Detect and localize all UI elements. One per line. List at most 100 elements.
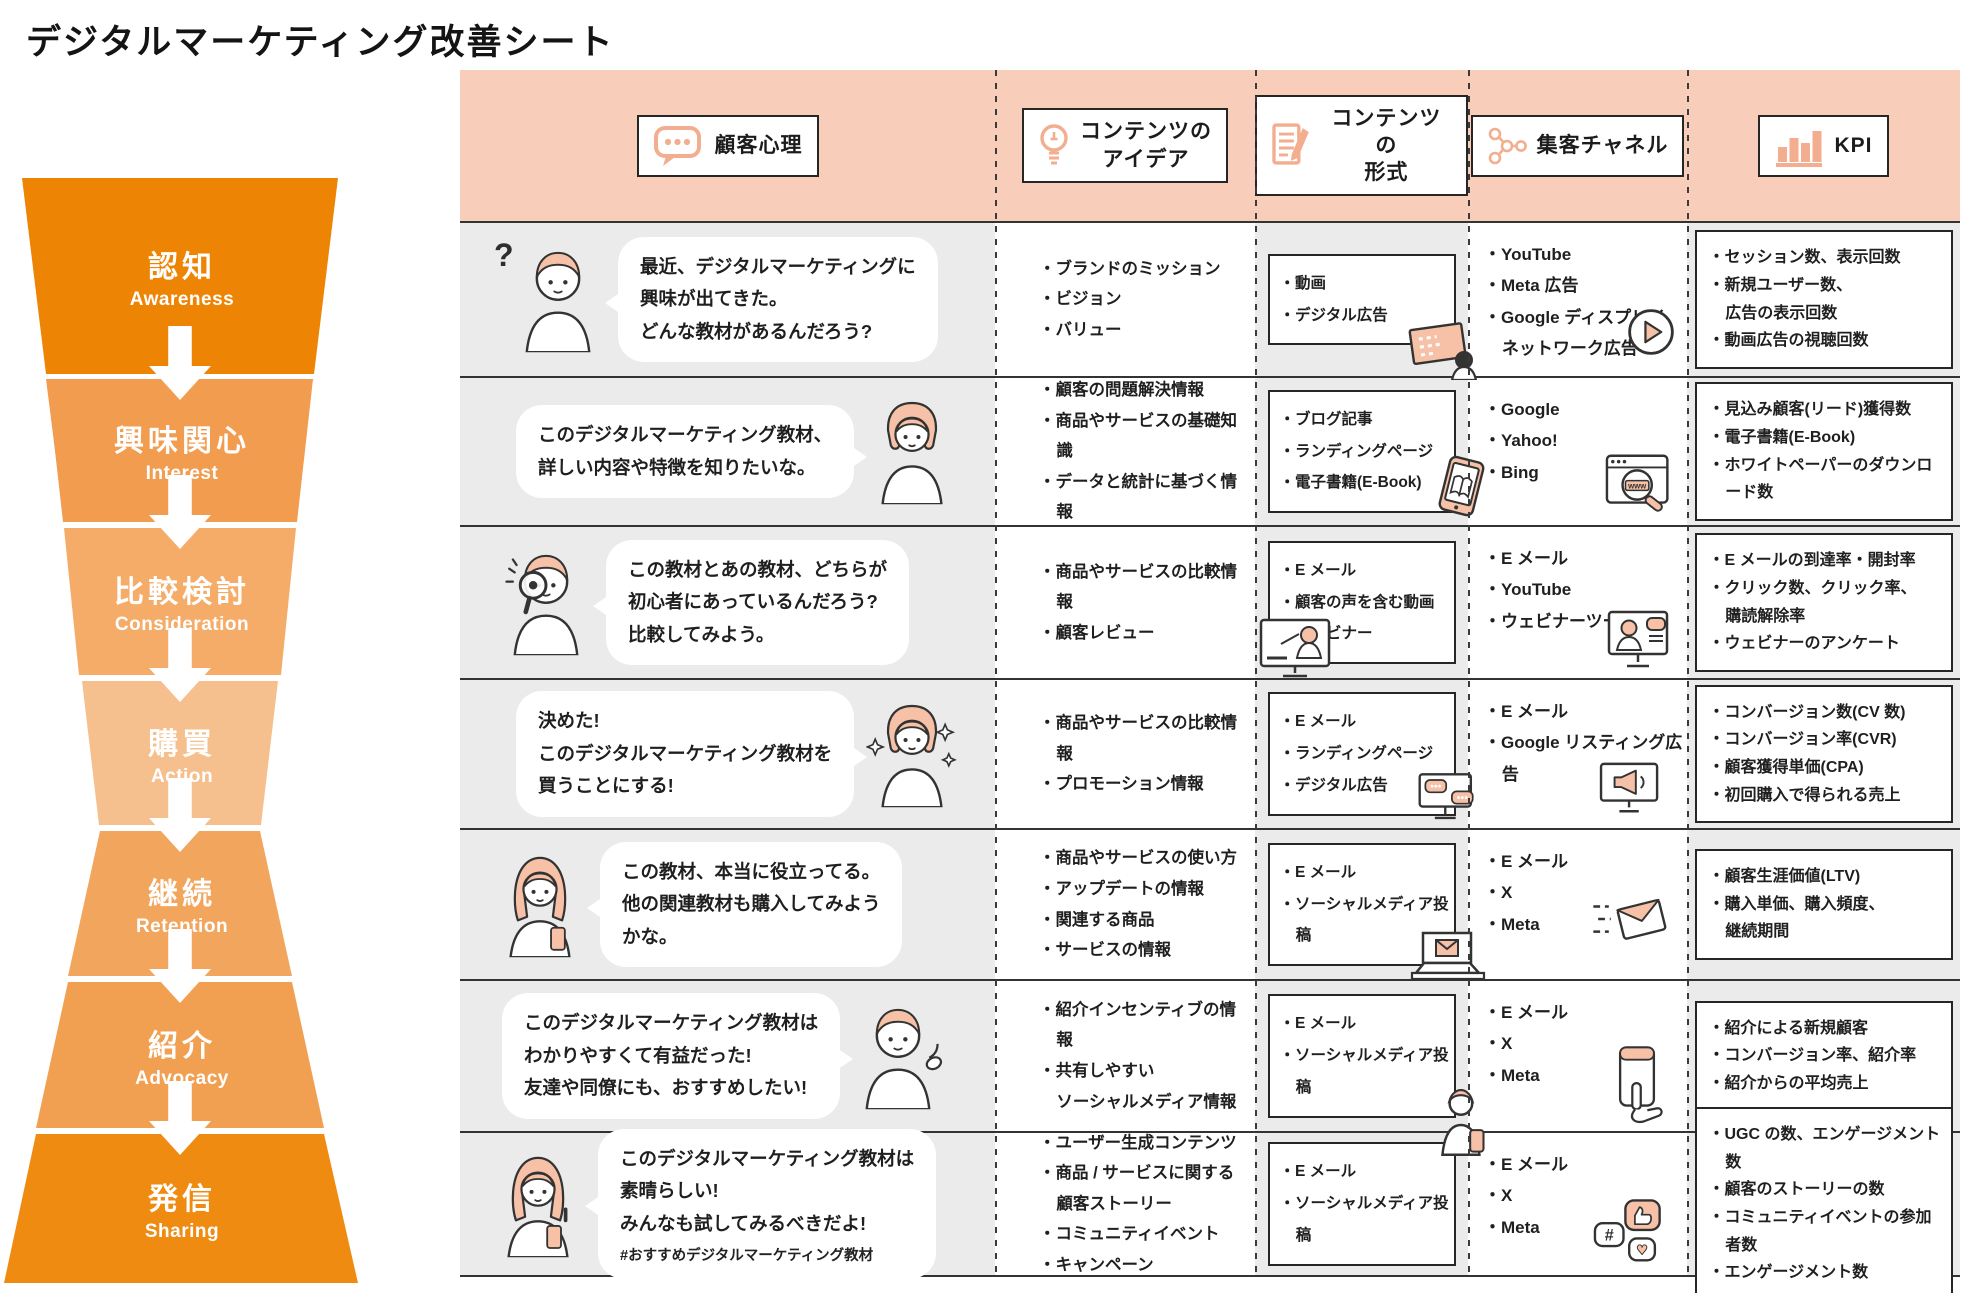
customer-psychology-cell: このデジタルマーケティング教材、 詳しい内容や特徴を知りたいな。 [460, 378, 995, 525]
stage-label-jp: 購買 [148, 727, 216, 761]
phone-hand-icon [1618, 1046, 1663, 1124]
megaphone-screen-icon [1599, 762, 1659, 813]
list-item: ・ソーシャルメディア投稿 [1279, 1047, 1449, 1096]
bubble-text: 最近、デジタルマーケティングに 興味が出てきた。 どんな教材があるんだろう? [640, 255, 916, 342]
channels-cell: ・Google ・Yahoo! ・Bing www [1468, 378, 1687, 525]
format-box: ・E メール ・ランディングページ ・デジタル広告 [1267, 692, 1456, 816]
stage-label-en: Sharing [144, 1221, 220, 1242]
column-divider [995, 70, 997, 1277]
whiteboard-icon [1408, 322, 1478, 380]
content-ideas-cell: ・商品やサービスの比較情報 ・プロモーション情報 [995, 680, 1255, 828]
list-item: ・ブログ記事 [1279, 410, 1373, 428]
kpi-cell: ・セッション数、表示回数 ・新規ユーザー数、 広告の表示回数 ・動画広告の視聴回数 [1687, 223, 1960, 376]
header-box: 集客チャネル [1470, 114, 1685, 177]
list-item: ・Google [1484, 400, 1560, 419]
list-item: ・ウェビナーのアンケート [1708, 635, 1900, 653]
content-ideas-cell: ・商品やサービスの使い方 ・アップデートの情報 ・関連する商品 ・サービスの情報 [995, 830, 1255, 979]
column-divider [1687, 70, 1689, 1277]
list-item: ・購入単価、購入頻度、 継続期間 [1708, 895, 1885, 941]
list-item: ・紹介による新規顧客 [1708, 1019, 1869, 1037]
channels-cell: ・YouTube ・Meta 広告 ・Google ディスプレイ ネットワーク広告 [1468, 223, 1687, 376]
content-format-cell: ・E メール・顧客の声を含む動画・ウェビナー [1255, 527, 1468, 678]
list-item: ・E メール [1484, 1003, 1569, 1022]
webinar-screen-icon [1607, 610, 1669, 668]
customer-psychology-cell: このデジタルマーケティング教材は 素晴らしい! みんなも試してみるべきだよ! #… [460, 1128, 995, 1280]
person-recommending-illustration [852, 998, 946, 1115]
stage-label-en: Interest [145, 463, 219, 484]
stage-label-jp: 紹介 [148, 1029, 216, 1063]
content-ideas-cell: ・商品やサービスの比較情報・顧客レビュー [995, 527, 1255, 678]
person-comparing-illustration [500, 544, 594, 661]
header-kpi: KPI [1687, 70, 1960, 221]
channel-list: ・E メール ・YouTube ・ウェビナーツール [1484, 543, 1685, 637]
list-item: ・E メール [1484, 702, 1569, 721]
tablet-ebook-icon [1438, 455, 1485, 517]
list-item: ・Meta [1484, 914, 1540, 934]
content-format-cell: ・E メール ・ソーシャルメディア投稿 [1255, 830, 1486, 981]
column-divider [1468, 70, 1470, 1277]
kpi-cell: ・顧客生涯価値(LTV) ・購入単価、購入頻度、 継続期間 [1687, 830, 1960, 979]
kpi-cell: ・E メールの到達率・開封率 ・クリック数、クリック率、 購読解除率 ・ウェビナーの… [1687, 527, 1960, 678]
list-item: ・ユーザー生成コンテンツ [1039, 1133, 1237, 1152]
kpi-box: ・紹介による新規顧客 ・コンバージョン率、紹介率 ・紹介からの平均売上 [1694, 1000, 1953, 1112]
list-item: ・デジタル広告 [1279, 306, 1388, 324]
phone-user-icon [1441, 1089, 1485, 1156]
list-item: ・関連する商品 [1039, 910, 1155, 929]
list-item: ・顧客生涯価値(LTV) [1708, 868, 1861, 886]
bubble-text: この教材、本当に役立ってる。 他の関連教材も購入してみよう かな。 [622, 860, 881, 947]
table-row-consideration: この教材とあの教材、どちらが 初心者にあっているんだろう? 比較してみよう。 ・… [460, 525, 1960, 678]
list-item: ・YouTube [1484, 580, 1572, 600]
flying-mail-icon [1593, 898, 1667, 940]
lightbulb-icon [1040, 123, 1068, 164]
person-decided-illustration [865, 696, 960, 813]
bubble-text: 決めた! このデジタルマーケティング教材を 買うことにする! [538, 710, 833, 797]
table-row-advocacy: このデジタルマーケティング教材は わかりやすくて有益だった! 友達や同僚にも、お… [460, 979, 1960, 1156]
kpi-box: ・UGC の数、エンゲージメント数 ・顧客のストーリーの数 ・コミュニティイベントの… [1694, 1107, 1953, 1293]
improvement-table: 顧客心理 コンテンツの アイデア [460, 70, 1960, 1293]
table-row-retention: この教材、本当に役立ってる。 他の関連教材も購入してみよう かな。 ・商品やサー… [460, 828, 1960, 981]
channels-cell: ・E メール ・X ・Meta [1468, 830, 1687, 979]
laptop-mail-icon [1410, 931, 1486, 981]
header-box: 顧客心理 [636, 114, 819, 177]
list-item: ・ソーシャルメディア投稿 [1279, 895, 1449, 945]
person-curious-illustration: ? [494, 237, 606, 358]
speech-bubble: この教材、本当に役立ってる。 他の関連教材も購入してみよう かな。 [586, 841, 903, 968]
list-item: ・X [1484, 1186, 1513, 1206]
list-item: ・キャンペーン [1039, 1255, 1154, 1274]
marketing-funnel: 認知 Awareness 興味関心 Interest 比較検討 Consider… [4, 178, 360, 1283]
content-ideas-cell: ・紹介インセンティブの情報 ・共有しやすい ソーシャルメディア情報 [995, 981, 1255, 1131]
format-box: ・ブログ記事 ・ランディングページ ・電子書籍(E-Book) [1267, 389, 1456, 514]
bubble-text: このデジタルマーケティング教材は わかりやすくて有益だった! 友達や同僚にも、お… [524, 1012, 819, 1099]
speech-bubble: この教材とあの教材、どちらが 初心者にあっているんだろう? 比較してみよう。 [592, 539, 910, 666]
list-item: ・商品やサービスの比較情報 [1039, 562, 1237, 612]
channels-cell: ・E メール ・Google リスティング広告 [1468, 680, 1687, 828]
question-mark-icon: ? [494, 237, 514, 273]
channel-list: ・E メール ・X ・Meta [1484, 997, 1685, 1091]
table-row-awareness: ? 最近、デジタルマーケティングに 興味が出てきた。 どんな教材があるんだろう?… [460, 221, 1960, 380]
header-label: コンテンツの 形式 [1331, 106, 1442, 185]
header-channels: 集客チャネル [1468, 70, 1687, 221]
svg-text:#: # [1605, 1226, 1614, 1244]
list-item: ・セッション数、表示回数 [1708, 249, 1901, 267]
list-item: ・プロモーション情報 [1039, 775, 1204, 794]
speech-bubble: 最近、デジタルマーケティングに 興味が出てきた。 どんな教材があるんだろう? [605, 236, 938, 363]
list-item: ・電子書籍(E-Book) [1708, 428, 1856, 446]
kpi-box: ・見込み顧客(リード)獲得数 ・電子書籍(E-Book) ・ホワイトペーパーのダウン… [1694, 382, 1953, 521]
list-item: ・E メール [1279, 1163, 1357, 1181]
header-box: コンテンツの アイデア [1022, 108, 1228, 183]
header-label: 集客チャネル [1536, 133, 1669, 157]
customer-psychology-cell: この教材とあの教材、どちらが 初心者にあっているんだろう? 比較してみよう。 [460, 527, 995, 678]
stage-label-en: Advocacy [135, 1067, 229, 1089]
kpi-box: ・コンバージョン数(CV 数) ・コンバージョン率(CVR) ・顧客獲得単価(CPA… [1694, 684, 1953, 824]
list-item: ・コンバージョン率、紹介率 [1708, 1047, 1917, 1065]
list-item: ・顧客レビュー [1039, 623, 1155, 642]
header-box: コンテンツの 形式 [1255, 94, 1468, 197]
channels-cell: ・E メール ・X ・Meta [1468, 981, 1687, 1131]
stage-label-en: Consideration [114, 614, 250, 635]
list-item: ・ホワイトペーパーのダウンロード数 [1708, 456, 1933, 502]
stage-label-jp: 比較検討 [114, 576, 250, 609]
list-item: ・バリュー [1039, 320, 1122, 339]
magnifier-icon [505, 558, 548, 615]
list-item: ・アップデートの情報 [1039, 879, 1204, 898]
list-item: ・紹介インセンティブの情報 [1039, 1000, 1237, 1050]
